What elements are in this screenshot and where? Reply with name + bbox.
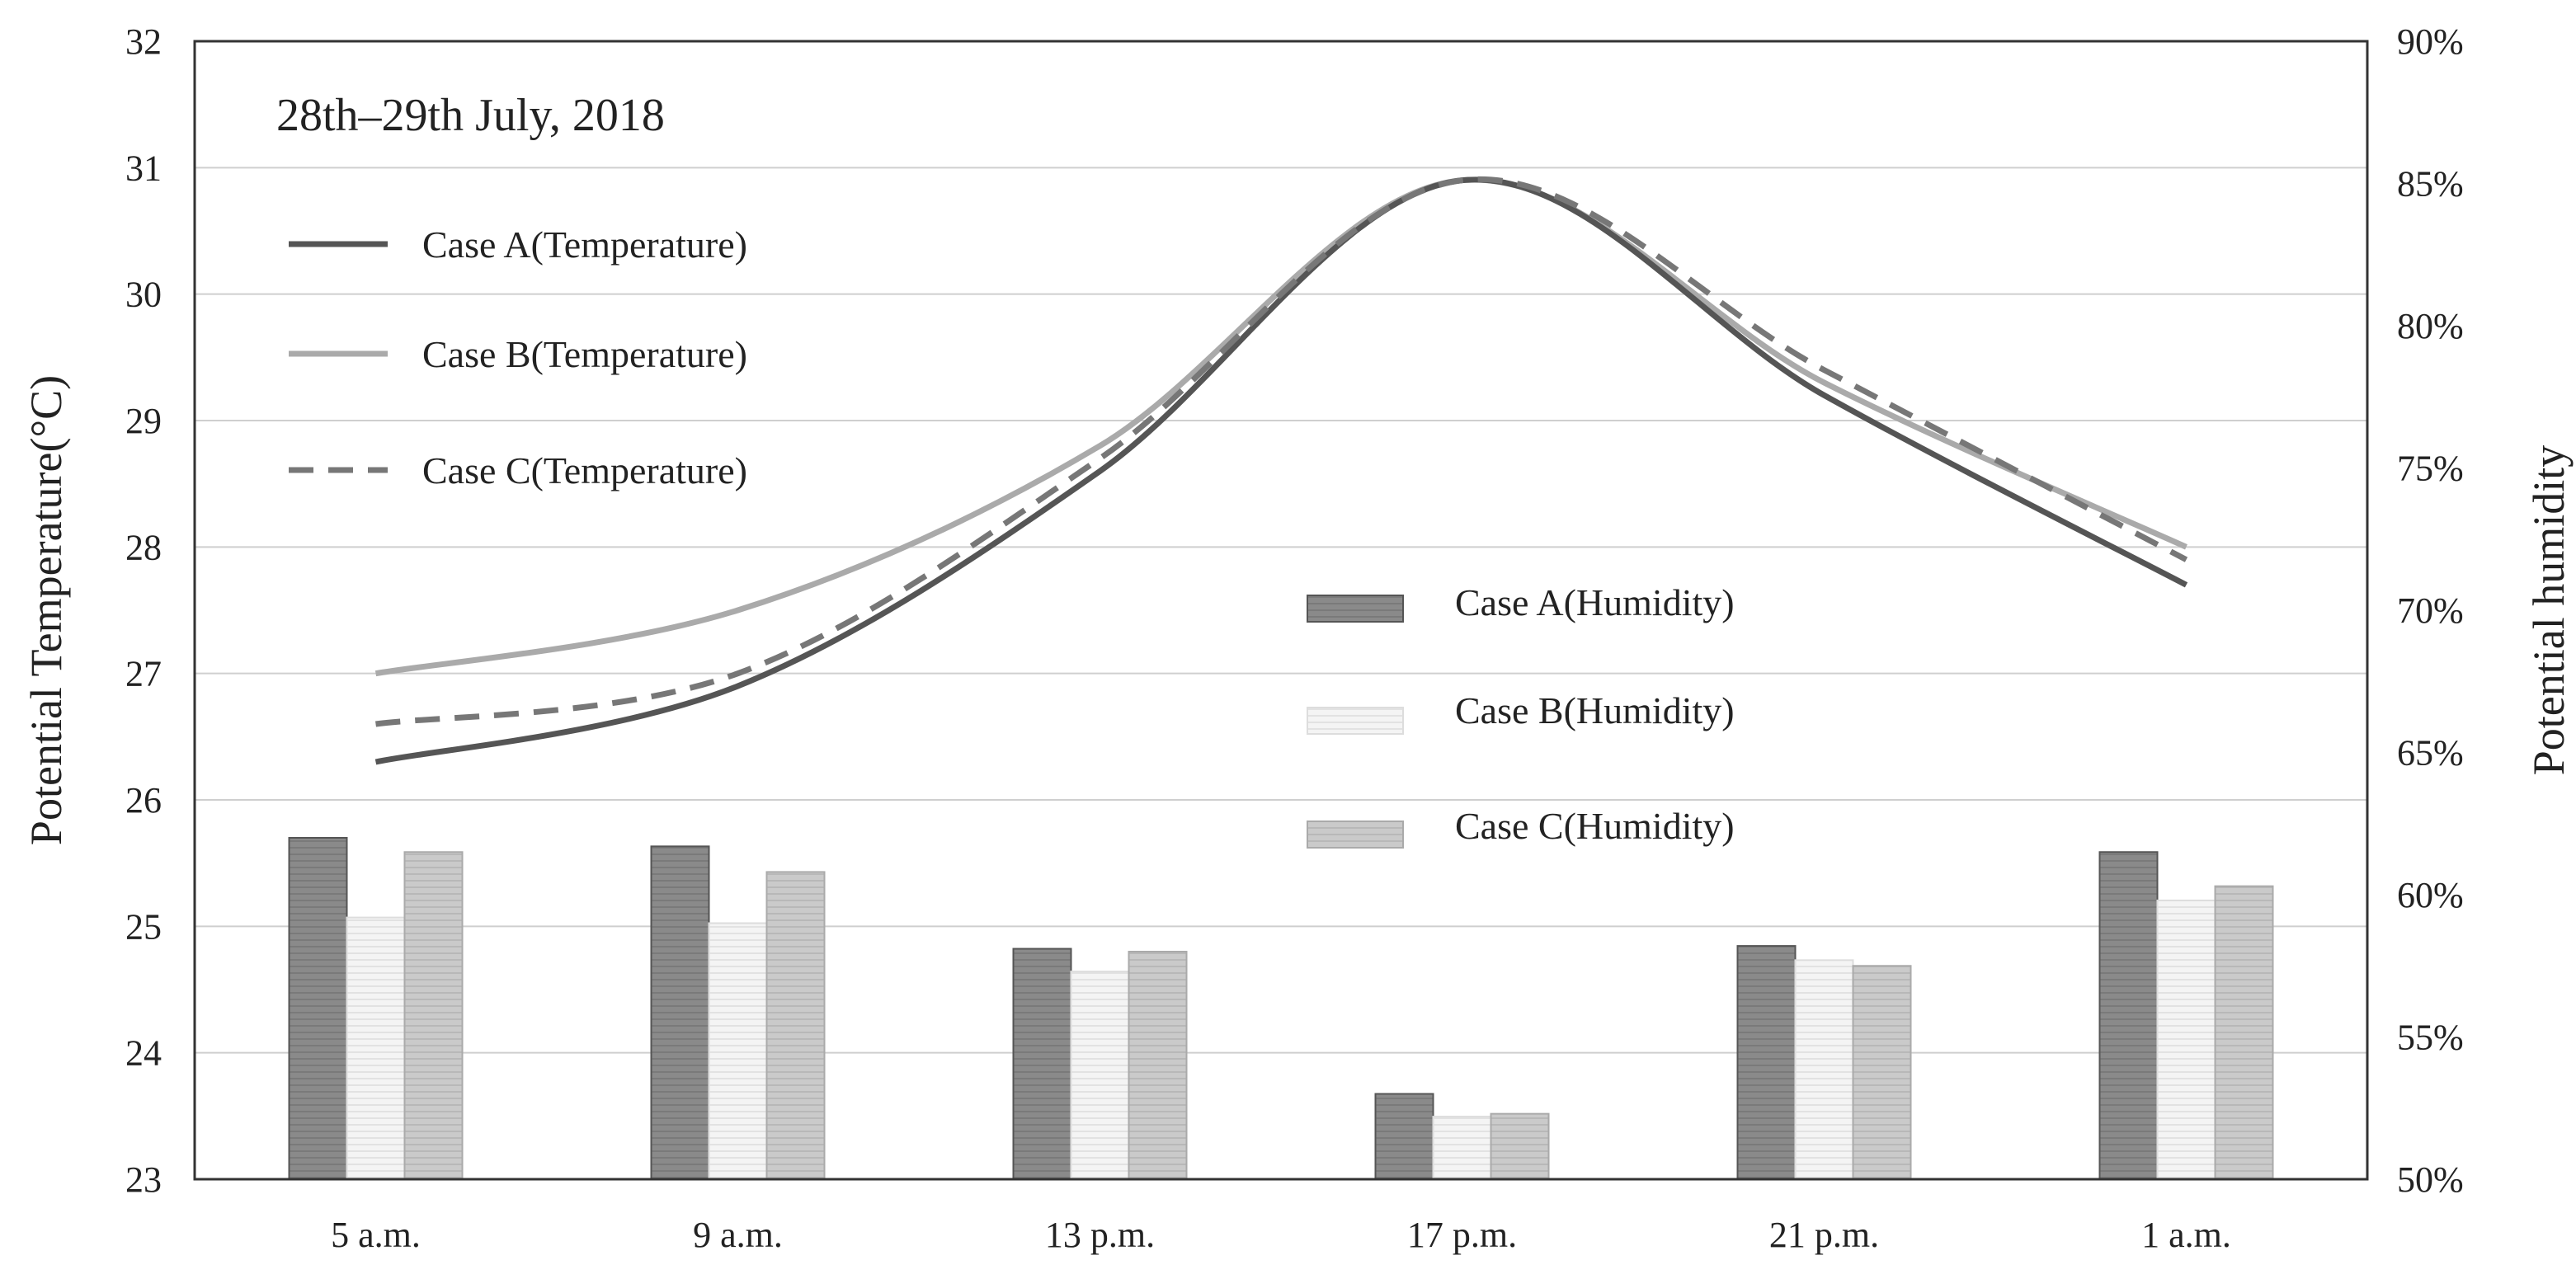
humidity-bar (1070, 971, 1130, 1181)
humidity-bar (288, 837, 348, 1180)
humidity-bar (2214, 885, 2274, 1181)
x-tick-label: 13 p.m. (1045, 1215, 1155, 1255)
temperature-lines (374, 176, 2188, 765)
x-tick-label: 5 a.m. (331, 1215, 421, 1255)
y-tick-label: 31 (125, 148, 162, 188)
y2-axis-title: Potential humidity (2524, 445, 2574, 776)
x-tick-label: 1 a.m. (2141, 1215, 2231, 1255)
legend-swatch-case-c-humidity (1307, 821, 1404, 849)
y-tick-label: 24 (125, 1033, 162, 1074)
temperature-legend: Case A(Temperature) Case B(Temperature) … (289, 223, 747, 491)
gridlines (195, 167, 2367, 1054)
humidity-bar (765, 871, 826, 1181)
humidity-bar (2098, 851, 2159, 1180)
y-tick-label: 28 (125, 527, 162, 567)
humidity-bar (1128, 951, 1188, 1180)
humidity-bar (1490, 1112, 1550, 1181)
legend-swatch-case-b-humidity (1307, 707, 1404, 735)
y2-tick-label: 70% (2397, 590, 2464, 631)
plot-frame (193, 40, 2369, 1181)
humidity-bar (1432, 1116, 1492, 1180)
legend-label-case-a-temperature: Case A(Temperature) (422, 223, 747, 266)
legend-label-case-b-humidity: Case B(Humidity) (1455, 689, 1735, 731)
y2-tick-label: 65% (2397, 733, 2464, 774)
humidity-bar (1736, 945, 1797, 1180)
legend-swatch-case-a-humidity (1307, 595, 1404, 623)
right-axis-ticks: 50% 55% 60% 65% 70% 75% 80% 85% 90% (2397, 21, 2464, 1200)
y-tick-label: 30 (125, 275, 162, 315)
y2-tick-label: 90% (2397, 21, 2464, 62)
temperature-line-case-c-temperature (375, 176, 2188, 727)
x-tick-label: 21 p.m. (1769, 1215, 1879, 1255)
legend-label-case-b-temperature: Case B(Temperature) (422, 333, 747, 375)
y-tick-label: 25 (125, 906, 162, 947)
humidity-bar (1794, 959, 1854, 1180)
y2-tick-label: 80% (2397, 306, 2464, 346)
y2-tick-label: 60% (2397, 875, 2464, 915)
y2-tick-label: 50% (2397, 1159, 2464, 1200)
temperature-line-case-a-temperature (374, 176, 2188, 765)
y-tick-label: 26 (125, 780, 162, 821)
y-tick-label: 29 (125, 401, 162, 441)
humidity-bar (650, 845, 710, 1180)
y2-tick-label: 75% (2397, 449, 2464, 489)
left-axis-ticks: 23 24 25 26 27 28 29 30 31 32 (125, 21, 162, 1200)
x-axis-ticks: 5 a.m. 9 a.m. 13 p.m. 17 p.m. 21 p.m. 1 a.m. (331, 1215, 2231, 1255)
humidity-bar (1374, 1093, 1434, 1180)
humidity-bar (346, 916, 406, 1180)
y-tick-label: 27 (125, 654, 162, 694)
y2-tick-label: 55% (2397, 1018, 2464, 1058)
legend-label-case-c-humidity: Case C(Humidity) (1455, 805, 1735, 847)
humidity-bar (403, 851, 464, 1180)
humidity-bar (708, 922, 768, 1180)
humidity-bar (1012, 947, 1072, 1181)
y-axis-title: Potential Temperature(°C) (21, 375, 71, 845)
humidity-bar (1852, 965, 1912, 1180)
y-tick-label: 23 (125, 1159, 162, 1200)
chart-title: 28th–29th July, 2018 (276, 90, 665, 141)
humidity-legend: Case A(Humidity) Case B(Humidity) Case C… (1307, 581, 1735, 849)
x-tick-label: 9 a.m. (693, 1215, 783, 1255)
humidity-bar (2156, 899, 2216, 1181)
legend-label-case-c-temperature: Case C(Temperature) (422, 449, 747, 491)
x-tick-label: 17 p.m. (1407, 1215, 1517, 1255)
legend-label-case-a-humidity: Case A(Humidity) (1455, 581, 1735, 623)
y-tick-label: 32 (125, 21, 162, 62)
humidity-bars (288, 837, 2274, 1181)
y2-tick-label: 85% (2397, 164, 2464, 205)
